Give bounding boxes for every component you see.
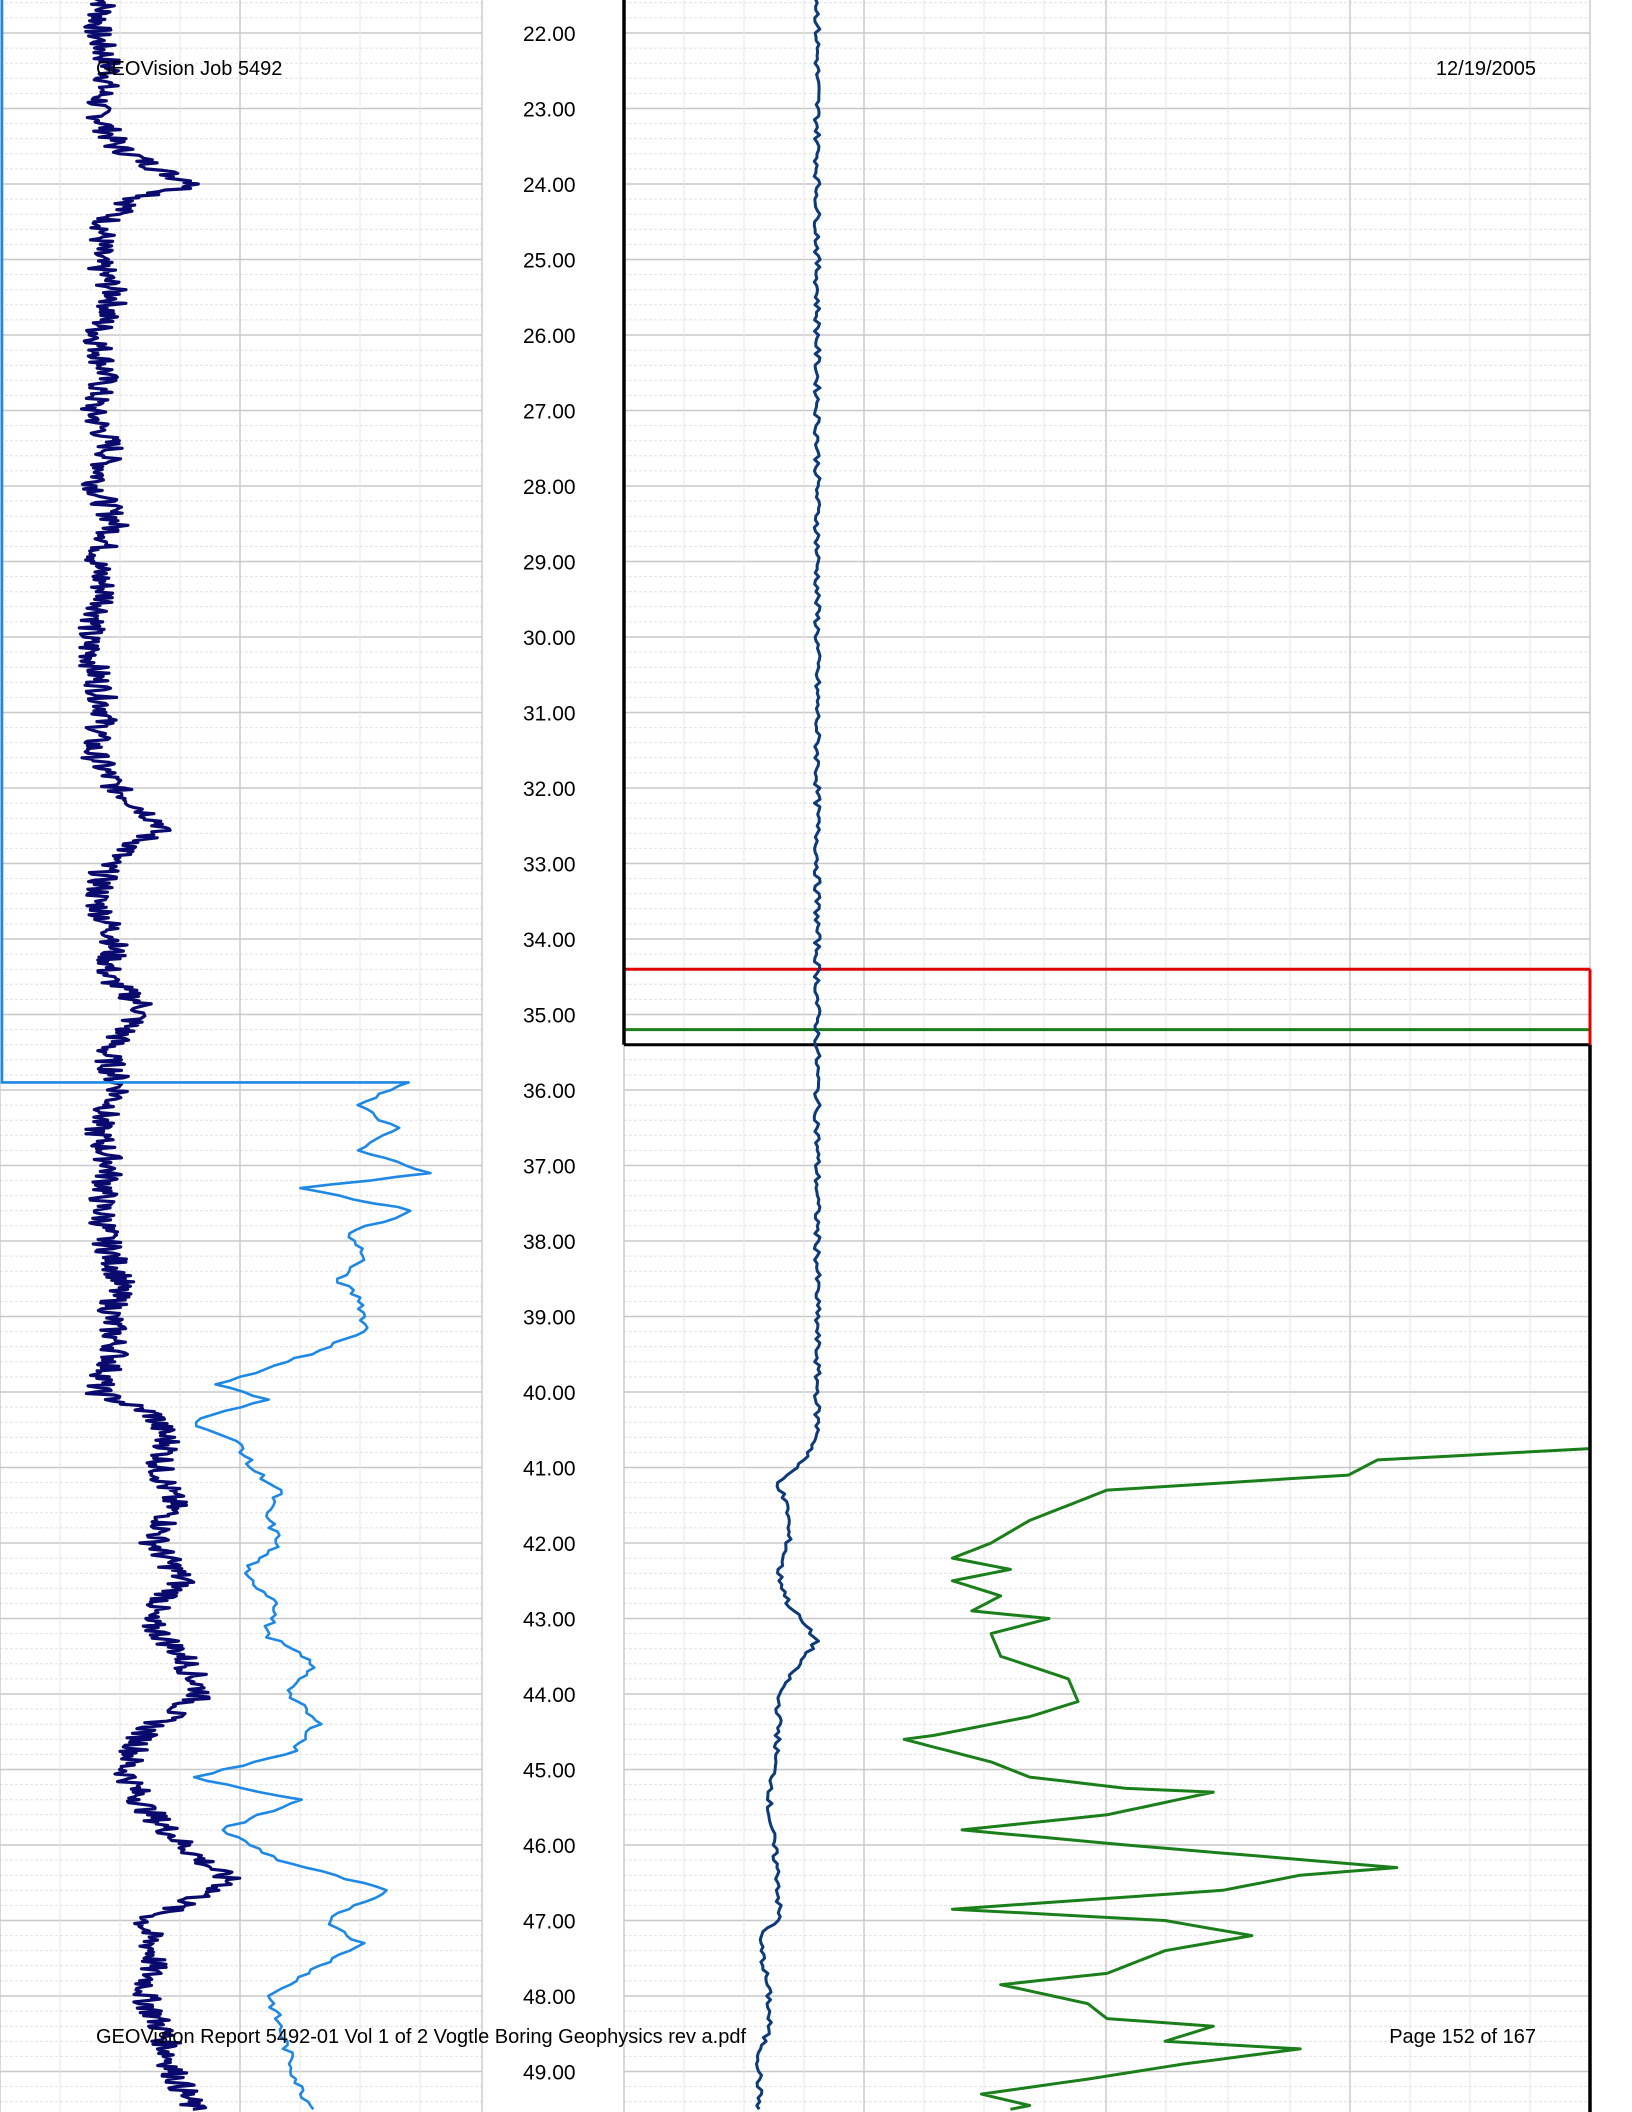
depth-tick-label: 44.00 <box>523 1684 576 1707</box>
series-line-light-blue <box>192 1081 432 2111</box>
depth-tick-label: 29.00 <box>523 552 576 575</box>
depth-tick-label: 30.00 <box>523 627 576 650</box>
grid <box>0 0 1591 2112</box>
series-line-navy <box>755 0 822 2111</box>
depth-tick-label: 46.00 <box>523 1835 576 1858</box>
depth-ticks: 22.00 23.00 24.00 25.00 26.00 27.00 28.00 29.00… <box>523 23 576 2085</box>
depth-tick-label: 34.00 <box>523 929 576 952</box>
series-line-green <box>902 1447 1591 2111</box>
depth-tick-label: 24.00 <box>523 174 576 197</box>
header-date: 12/19/2005 <box>1435 58 1536 80</box>
depth-tick-label: 41.00 <box>523 1458 576 1481</box>
depth-tick-label: 39.00 <box>523 1307 576 1330</box>
depth-tick-label: 27.00 <box>523 401 576 424</box>
depth-tick-label: 25.00 <box>523 250 576 273</box>
horizontal-markers <box>624 967 1592 1047</box>
depth-tick-label: 38.00 <box>523 1231 576 1254</box>
light-blue-series-bracket <box>0 0 410 1084</box>
depth-tick-label: 35.00 <box>523 1005 576 1028</box>
depth-tick-label: 45.00 <box>523 1760 576 1783</box>
track-frames <box>622 0 1592 2112</box>
depth-tick-label: 32.00 <box>523 778 576 801</box>
depth-tick-label: 37.00 <box>523 1156 576 1179</box>
depth-tick-label: 42.00 <box>523 1533 576 1556</box>
depth-tick-label: 47.00 <box>523 1911 576 1934</box>
depth-tick-label: 43.00 <box>523 1609 576 1632</box>
depth-tick-label: 23.00 <box>523 99 576 122</box>
depth-tick-label: 48.00 <box>523 1986 576 2009</box>
series-line-dark-blue <box>77 0 242 2111</box>
depth-tick-label: 36.00 <box>523 1080 576 1103</box>
depth-tick-label: 31.00 <box>523 703 576 726</box>
footer-page: Page 152 of 167 <box>1389 2026 1536 2048</box>
depth-tick-label: 26.00 <box>523 325 576 348</box>
depth-tick-label: 22.00 <box>523 23 576 46</box>
footer-report: GEOVision Report 5492-01 Vol 1 of 2 Vogt… <box>96 2026 747 2048</box>
depth-tick-label: 33.00 <box>523 854 576 877</box>
depth-tick-label: 40.00 <box>523 1382 576 1405</box>
depth-tick-label: 28.00 <box>523 476 576 499</box>
header-job: GEOVision Job 5492 <box>96 58 283 80</box>
depth-tick-label: 49.00 <box>523 2062 576 2085</box>
series-lines <box>0 0 1591 2111</box>
